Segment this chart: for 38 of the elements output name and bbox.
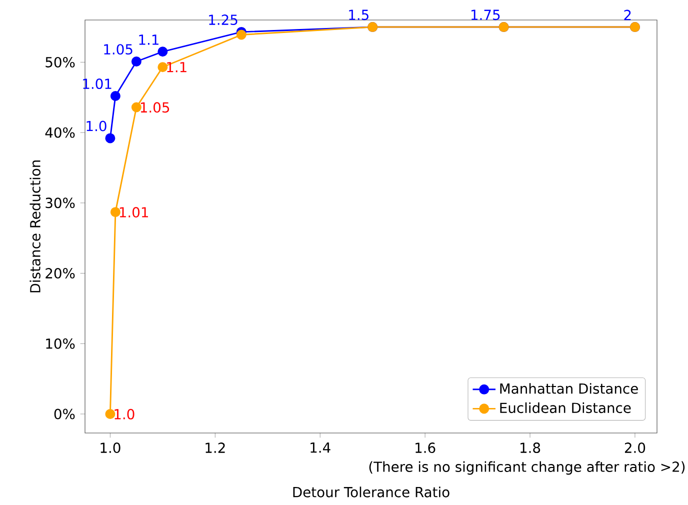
annotation: 1.0: [114, 408, 134, 420]
annotation: 1.05: [104, 44, 132, 55]
annotation: 1.0: [86, 120, 106, 132]
y-tick-label: 20%: [46, 268, 75, 279]
y-tick-label: 0%: [54, 408, 75, 420]
x-tick-label: 1.0: [100, 442, 120, 454]
annotation: 1.25: [209, 14, 238, 26]
legend-label: Manhattan Distance: [500, 383, 638, 394]
point: [110, 207, 120, 218]
annotation: 1.01: [83, 78, 112, 90]
x-tick-label: 2.0: [624, 442, 646, 454]
x-tick-label: 1.6: [416, 442, 436, 454]
y-tick-label: 50%: [46, 56, 75, 68]
x-tick-label: 1.2: [206, 442, 225, 453]
x-axis-title: Detour Tolerance Ratio: [293, 486, 450, 498]
annotation: 1.5: [349, 10, 368, 20]
annotation: 1.1: [167, 62, 186, 72]
point: [110, 90, 120, 101]
y-tick-label: 30%: [46, 198, 75, 208]
x-tick-label: 1.4: [310, 442, 330, 453]
annotation: 1.05: [140, 102, 170, 113]
point: [105, 408, 116, 419]
y-tick-label: 40%: [45, 127, 75, 138]
text: (There is no significant change after ratio >2): [369, 461, 685, 475]
legend-label: Euclidean Distance: [500, 402, 631, 414]
point: [105, 133, 116, 144]
y-axis-title: Distance Reduction: [30, 160, 40, 292]
y-tick-label: 10%: [46, 338, 75, 349]
point: [131, 56, 142, 67]
annotation: 1.75: [471, 10, 500, 20]
point: [158, 62, 168, 72]
annotation: 1.1: [139, 34, 158, 45]
annotation: 2: [624, 10, 631, 20]
annotation: 1.01: [120, 207, 148, 218]
point: [131, 102, 142, 112]
x-tick-label: 1.8: [520, 442, 540, 454]
point: [236, 30, 246, 40]
point: [158, 46, 168, 57]
